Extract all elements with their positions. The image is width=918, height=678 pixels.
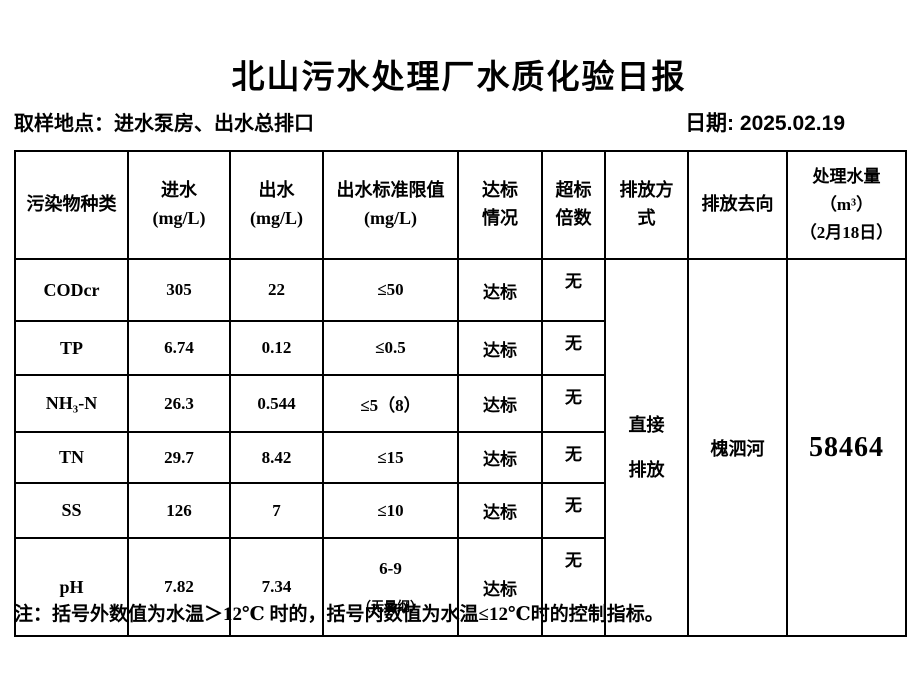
- limit-cell: ≤50: [322, 258, 459, 322]
- status-cell: 达标: [457, 320, 543, 376]
- header-exceed-multiple: 超标 倍数: [541, 150, 606, 260]
- table-row: TN 29.7 8.42 ≤15 达标 无: [14, 431, 906, 484]
- exceed-cell: 无: [541, 482, 606, 539]
- header-discharge-destination: 排放去向: [687, 150, 788, 260]
- limit-cell: ≤10: [322, 482, 459, 539]
- sampling-location-label: 取样地点：进水泵房、出水总排口: [14, 113, 314, 135]
- header-pollutant-type: 污染物种类: [14, 150, 129, 260]
- inflow-cell: 6.74: [127, 320, 231, 376]
- inflow-cell: 29.7: [127, 431, 231, 484]
- table-row: TP 6.74 0.12 ≤0.5 达标 无: [14, 320, 906, 376]
- outflow-cell: 22: [229, 258, 324, 322]
- param-cell: SS: [14, 482, 129, 539]
- exceed-cell: 无: [541, 258, 606, 322]
- status-cell: 达标: [457, 374, 543, 433]
- header-compliance: 达标 情况: [457, 150, 543, 260]
- outflow-cell: 7: [229, 482, 324, 539]
- header-inflow: 进水 (mg/L): [127, 150, 231, 260]
- exceed-cell: 无: [541, 431, 606, 484]
- status-cell: 达标: [457, 258, 543, 322]
- table-row: SS 126 7 ≤10 达标 无: [14, 482, 906, 539]
- outflow-cell: 8.42: [229, 431, 324, 484]
- limit-cell: ≤15: [322, 431, 459, 484]
- report-date: 日期: 2025.02.19: [685, 112, 845, 135]
- inflow-cell: 126: [127, 482, 231, 539]
- param-cell: CODcr: [14, 258, 129, 322]
- table-row: CODcr 305 22 ≤50 达标 无 直接 排放 槐泗河 58464: [14, 257, 907, 638]
- outflow-cell: 0.544: [229, 374, 324, 433]
- param-cell: pH: [14, 536, 129, 638]
- header-discharge-method: 排放方 式: [604, 150, 689, 260]
- meta-row: 取样地点：进水泵房、出水总排口 日期: 2025.02.19: [14, 107, 845, 137]
- outflow-cell: 0.12: [229, 320, 324, 376]
- limit-cell: ≤0.5: [322, 320, 459, 376]
- discharge-method-cell: 直接 排放: [604, 257, 689, 638]
- inflow-cell: 305: [127, 258, 231, 322]
- param-cell: NH₃-N: [14, 374, 129, 433]
- header-treated-volume: 处理水量 （m³） （2月18日）: [786, 150, 907, 260]
- exceed-cell: 无: [541, 320, 606, 376]
- limit-cell: ≤5（8）: [322, 374, 459, 433]
- inflow-cell: 7.82: [127, 536, 231, 638]
- param-cell: TN: [14, 431, 129, 484]
- status-cell: 达标: [457, 431, 543, 484]
- limit-value: 6-9: [379, 559, 402, 578]
- table-row: pH 7.82 7.34 6-9 （无量纲） 达标 无: [14, 536, 906, 638]
- table-row: NH₃-N 26.3 0.544 ≤5（8） 达标 无: [14, 374, 906, 433]
- exceed-cell: 无: [541, 374, 606, 433]
- status-cell: 达标: [457, 536, 543, 638]
- param-cell: TP: [14, 320, 129, 376]
- discharge-destination-cell: 槐泗河: [687, 257, 788, 638]
- header-outflow-limit: 出水标准限值 (mg/L): [322, 150, 459, 260]
- limit-cell: 6-9 （无量纲）: [322, 536, 459, 638]
- footnote: 注：括号外数值为水温＞12℃ 时的，括号内数值为水温≤12℃时的控制指标。: [14, 604, 664, 625]
- inflow-cell: 26.3: [127, 374, 231, 433]
- status-cell: 达标: [457, 482, 543, 539]
- treated-volume-cell: 58464: [786, 257, 907, 638]
- header-outflow: 出水 (mg/L): [229, 150, 324, 260]
- report-title: 北山污水处理厂水质化验日报: [231, 60, 687, 96]
- limit-note: （无量纲）: [357, 599, 423, 614]
- outflow-cell: 7.34: [229, 536, 324, 638]
- water-quality-table: 污染物种类 进水 (mg/L) 出水 (mg/L) 出水标准限值 (mg/L) …: [14, 150, 907, 638]
- exceed-cell: 无: [541, 536, 606, 638]
- table-header-row: 污染物种类 进水 (mg/L) 出水 (mg/L) 出水标准限值 (mg/L) …: [14, 150, 907, 260]
